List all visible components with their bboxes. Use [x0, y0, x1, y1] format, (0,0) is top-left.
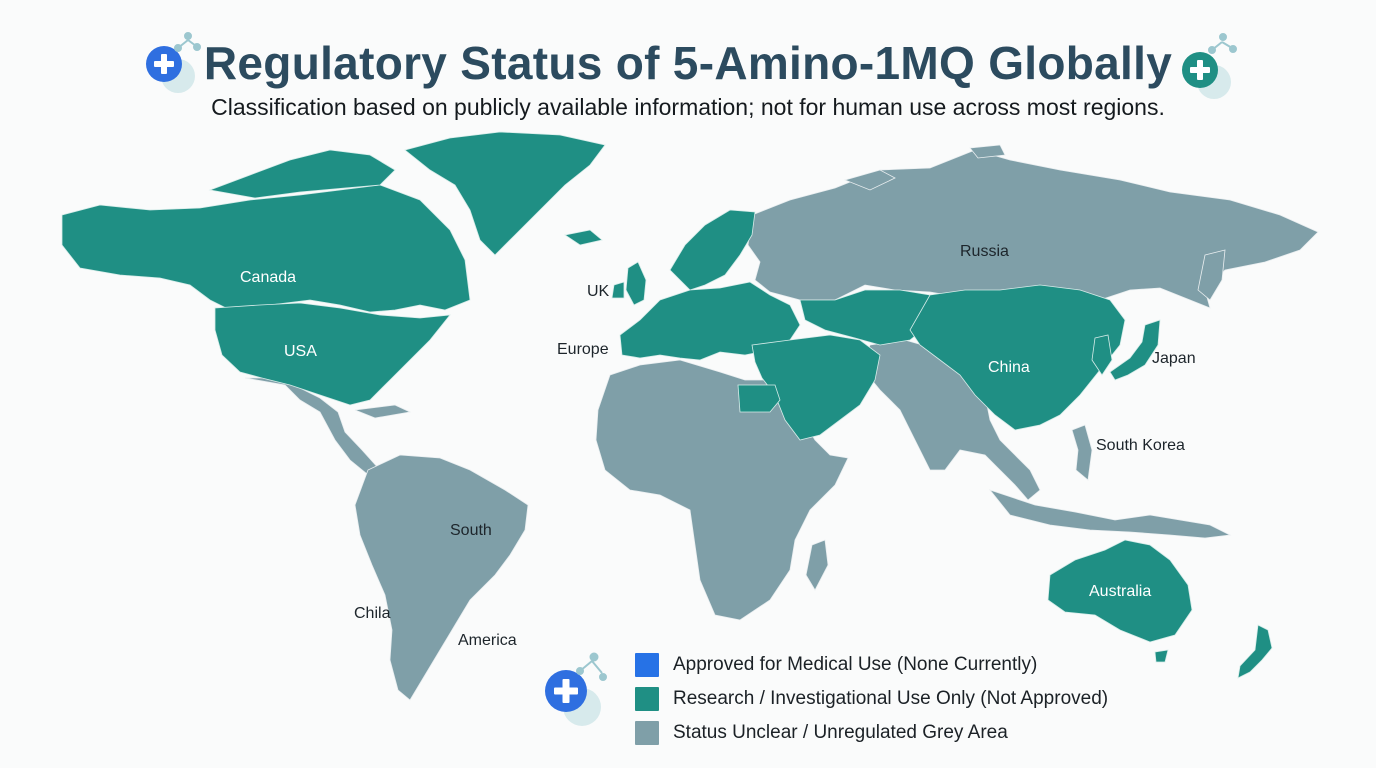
legend-item-unclear: Status Unclear / Unregulated Grey Area [635, 716, 1108, 750]
region-canada-alaska [61, 184, 471, 313]
legend-label: Status Unclear / Unregulated Grey Area [673, 722, 1008, 743]
region-tasmania [1154, 649, 1169, 663]
research-regions [61, 131, 1273, 679]
label-chila: Chila [354, 605, 391, 622]
label-canada: Canada [240, 269, 296, 286]
region-africa [595, 359, 849, 621]
region-china [909, 284, 1126, 431]
page-title: Regulatory Status of 5-Amino-1MQ Globall… [203, 37, 1173, 89]
legend-item-approved: Approved for Medical Use (None Currently… [635, 648, 1108, 682]
region-madagascar [805, 539, 829, 591]
label-japan: Japan [1152, 350, 1196, 367]
region-canadian-arctic [208, 149, 396, 199]
label-uk: UK [587, 283, 610, 300]
legend-swatch-unclear [635, 721, 659, 745]
region-greenland [404, 131, 606, 256]
region-egypt [737, 384, 781, 413]
region-japan [1109, 319, 1161, 381]
region-siberian-islands [843, 144, 1006, 191]
legend-label: Approved for Medical Use (None Currently… [673, 654, 1038, 675]
label-usa: USA [284, 343, 317, 360]
page-subtitle: Classification based on publicly availab… [211, 94, 1165, 120]
region-usa [214, 302, 451, 406]
legend-label: Research / Investigational Use Only (Not… [673, 688, 1109, 709]
label-south: South [450, 522, 492, 539]
region-iceland [563, 229, 603, 246]
region-indonesia [988, 489, 1232, 539]
region-caribbean [354, 404, 412, 419]
region-middle-east [751, 334, 881, 441]
region-new-zealand [1237, 624, 1273, 679]
label-america: America [458, 632, 517, 649]
map-labels: Canada USA UK Europe Russia China Japan … [240, 243, 1196, 649]
legend-item-research: Research / Investigational Use Only (Not… [635, 682, 1108, 716]
region-kamchatka [1197, 249, 1226, 301]
legend-swatch-research [635, 687, 659, 711]
region-scandinavia [669, 209, 756, 291]
medical-plus-icon [545, 652, 607, 726]
label-south-korea: South Korea [1096, 437, 1185, 454]
unclear-regions [244, 144, 1319, 701]
label-russia: Russia [960, 243, 1009, 260]
medical-plus-icon [1182, 33, 1237, 99]
region-australia [1047, 539, 1193, 643]
region-korea [1091, 334, 1113, 376]
region-russia [747, 149, 1319, 309]
label-china: China [988, 359, 1030, 376]
legend: Approved for Medical Use (None Currently… [635, 648, 1108, 750]
region-philippines [1071, 424, 1093, 481]
medical-plus-icon [146, 32, 201, 93]
label-australia: Australia [1089, 583, 1151, 600]
region-uk [611, 261, 647, 306]
label-europe: Europe [557, 341, 609, 358]
legend-swatch-approved [635, 653, 659, 677]
region-south-america [354, 454, 529, 701]
